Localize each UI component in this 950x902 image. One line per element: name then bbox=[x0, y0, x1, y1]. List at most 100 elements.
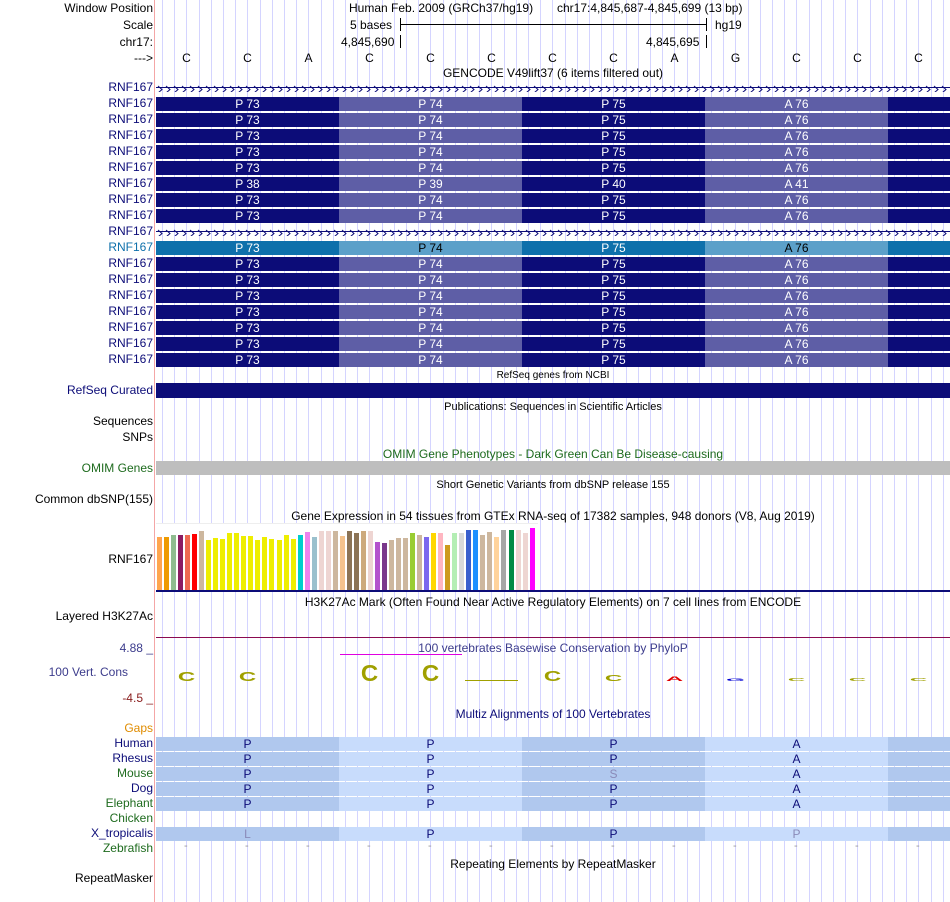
gtex-tissue-bar[interactable] bbox=[157, 537, 162, 591]
gtex-tissue-bar[interactable] bbox=[290, 539, 296, 591]
gtex-tissue-bar[interactable] bbox=[276, 540, 282, 591]
gtex-tissue-bar[interactable] bbox=[431, 533, 437, 591]
codon[interactable]: P 73 bbox=[156, 305, 339, 319]
codon[interactable]: P 73 bbox=[156, 97, 339, 111]
alignment-codon[interactable] bbox=[888, 767, 950, 781]
gtex-tissue-bar[interactable] bbox=[501, 530, 507, 591]
gene-label[interactable]: RNF167 bbox=[108, 144, 153, 158]
gene-label[interactable]: RNF167 bbox=[108, 176, 153, 190]
codon[interactable]: P 74 bbox=[339, 337, 522, 351]
gtex-tissue-bar[interactable] bbox=[410, 533, 416, 591]
codon[interactable]: P 75 bbox=[522, 145, 705, 159]
codon[interactable]: P 73 bbox=[156, 337, 339, 351]
gtex-label[interactable]: RNF167 bbox=[108, 552, 153, 566]
alignment-codon[interactable]: P bbox=[156, 767, 339, 781]
codon[interactable]: P 75 bbox=[522, 161, 705, 175]
codon[interactable]: A 76 bbox=[705, 289, 888, 303]
codon[interactable]: P 73 bbox=[156, 113, 339, 127]
alignment-codon[interactable] bbox=[888, 797, 950, 811]
codon[interactable] bbox=[888, 209, 950, 223]
codon[interactable]: P 74 bbox=[339, 273, 522, 287]
gene-label[interactable]: RNF167 bbox=[108, 240, 153, 254]
gtex-tissue-bar[interactable] bbox=[374, 542, 380, 591]
gtex-tissue-bar[interactable] bbox=[178, 535, 184, 591]
alignment-codon[interactable]: P bbox=[156, 752, 339, 766]
codon[interactable]: P 74 bbox=[339, 353, 522, 367]
gtex-tissue-bar[interactable] bbox=[466, 530, 472, 591]
gtex-tissue-bar[interactable] bbox=[227, 533, 233, 591]
alignment-codon[interactable]: P bbox=[339, 797, 522, 811]
codon[interactable]: P 40 bbox=[522, 177, 705, 191]
codon[interactable] bbox=[888, 129, 950, 143]
codon[interactable]: P 74 bbox=[339, 305, 522, 319]
codon[interactable]: P 74 bbox=[339, 97, 522, 111]
gene-label[interactable]: RNF167 bbox=[108, 192, 153, 206]
codon[interactable]: P 74 bbox=[339, 257, 522, 271]
codon[interactable]: P 74 bbox=[339, 145, 522, 159]
snps-label[interactable]: SNPs bbox=[122, 430, 153, 444]
gene-label[interactable]: RNF167 bbox=[108, 224, 153, 238]
codon[interactable] bbox=[888, 161, 950, 175]
gtex-tissue-bar[interactable] bbox=[325, 531, 331, 591]
codon[interactable]: P 75 bbox=[522, 353, 705, 367]
codon[interactable]: A 76 bbox=[705, 353, 888, 367]
gene-label[interactable]: RNF167 bbox=[108, 112, 153, 126]
codon[interactable]: P 38 bbox=[156, 177, 339, 191]
gtex-tissue-bar[interactable] bbox=[353, 533, 359, 591]
gtex-tissue-bar[interactable] bbox=[192, 534, 198, 591]
codon[interactable]: A 76 bbox=[705, 321, 888, 335]
gtex-tissue-bar[interactable] bbox=[311, 537, 317, 591]
gtex-tissue-bar[interactable] bbox=[522, 533, 528, 591]
codon[interactable] bbox=[888, 321, 950, 335]
gtex-tissue-bar[interactable] bbox=[283, 535, 289, 591]
gaps-label[interactable]: Gaps bbox=[124, 721, 153, 735]
codon[interactable]: A 76 bbox=[705, 161, 888, 175]
codon[interactable]: P 75 bbox=[522, 113, 705, 127]
species-label[interactable]: Human bbox=[114, 736, 153, 750]
codon[interactable]: P 74 bbox=[339, 241, 522, 255]
alignment-codon[interactable]: P bbox=[522, 752, 705, 766]
alignment-codon[interactable] bbox=[888, 827, 950, 841]
codon[interactable] bbox=[888, 193, 950, 207]
gtex-tissue-bar[interactable] bbox=[262, 537, 268, 591]
gtex-tissue-bar[interactable] bbox=[452, 533, 458, 591]
gene-label[interactable]: RNF167 bbox=[108, 128, 153, 142]
gtex-tissue-bar[interactable] bbox=[255, 540, 261, 591]
codon[interactable]: A 41 bbox=[705, 177, 888, 191]
codon[interactable]: P 73 bbox=[156, 289, 339, 303]
refseq-title[interactable]: RefSeq genes from NCBI bbox=[496, 370, 610, 381]
codon[interactable]: P 73 bbox=[156, 273, 339, 287]
alignment-codon[interactable]: L bbox=[156, 827, 339, 841]
gtex-tissue-bar[interactable] bbox=[213, 538, 219, 591]
codon[interactable]: P 75 bbox=[522, 289, 705, 303]
species-label[interactable]: Rhesus bbox=[112, 751, 153, 765]
codon[interactable]: P 75 bbox=[522, 209, 705, 223]
alignment-codon[interactable] bbox=[888, 782, 950, 796]
codon[interactable]: P 39 bbox=[339, 177, 522, 191]
intron-line[interactable] bbox=[156, 231, 950, 232]
gtex-tissue-bar[interactable] bbox=[346, 531, 352, 591]
codon[interactable]: P 73 bbox=[156, 257, 339, 271]
codon[interactable]: P 73 bbox=[156, 193, 339, 207]
gtex-tissue-bar[interactable] bbox=[529, 528, 535, 591]
gtex-tissue-bar[interactable] bbox=[508, 530, 514, 591]
strand-label[interactable]: ---> bbox=[134, 51, 153, 65]
codon[interactable]: A 76 bbox=[705, 113, 888, 127]
h3k27ac-label[interactable]: Layered H3K27Ac bbox=[55, 609, 153, 623]
gtex-tissue-bar[interactable] bbox=[297, 535, 303, 591]
codon[interactable] bbox=[888, 241, 950, 255]
gtex-tissue-bar[interactable] bbox=[304, 532, 310, 591]
alignment-codon[interactable]: P bbox=[156, 737, 339, 751]
gtex-tissue-bar[interactable] bbox=[403, 538, 409, 591]
codon[interactable]: P 74 bbox=[339, 193, 522, 207]
alignment-codon[interactable]: A bbox=[705, 767, 888, 781]
alignment-codon[interactable] bbox=[888, 752, 950, 766]
codon[interactable]: P 75 bbox=[522, 241, 705, 255]
codon[interactable]: A 76 bbox=[705, 241, 888, 255]
codon[interactable] bbox=[888, 337, 950, 351]
codon[interactable]: P 75 bbox=[522, 193, 705, 207]
codon[interactable]: P 75 bbox=[522, 305, 705, 319]
intron-line[interactable] bbox=[156, 87, 950, 88]
refseq-label[interactable]: RefSeq Curated bbox=[66, 383, 153, 397]
gtex-tissue-bar[interactable] bbox=[339, 536, 345, 591]
